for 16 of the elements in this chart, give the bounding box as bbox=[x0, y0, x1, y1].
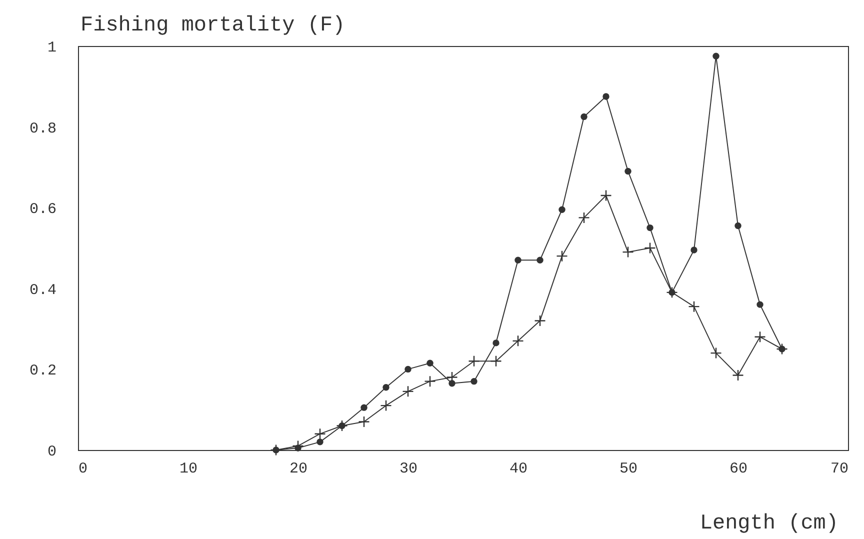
y-tick-label: 0.6 bbox=[29, 201, 56, 218]
x-tick-label: 10 bbox=[179, 460, 198, 478]
y-tick-label: 1 bbox=[47, 40, 56, 56]
x-tick-label: 50 bbox=[619, 460, 638, 478]
x-tick-label: 0 bbox=[78, 460, 88, 478]
x-tick-label: 60 bbox=[729, 460, 748, 478]
x-tick-label: 70 bbox=[830, 460, 848, 478]
y-tick-label: 0.2 bbox=[29, 362, 56, 380]
x-tick-label: 40 bbox=[509, 460, 528, 478]
y-tick-label: 0.4 bbox=[29, 282, 56, 299]
x-tick-label: 30 bbox=[399, 460, 418, 478]
y-tick-label: 0.8 bbox=[29, 120, 56, 138]
y-tick-label: 0 bbox=[47, 444, 56, 460]
x-tick-label: 20 bbox=[289, 460, 308, 478]
y-axis-title: Fishing mortality (F) bbox=[80, 14, 346, 38]
x-axis-title: Length (cm) bbox=[700, 512, 838, 536]
